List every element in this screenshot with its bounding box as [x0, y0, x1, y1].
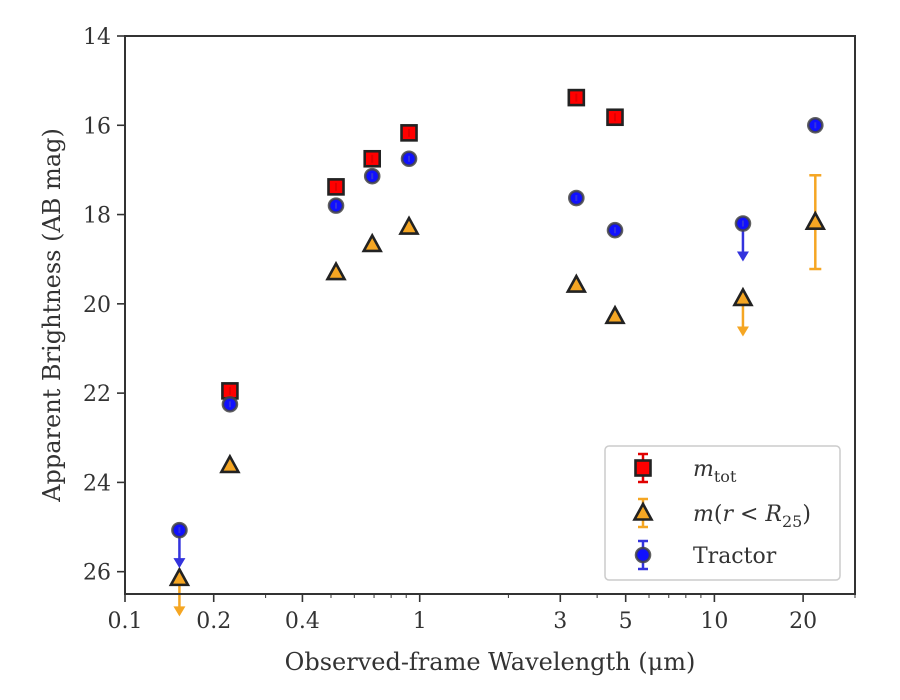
upper-limit-arrowhead [173, 558, 186, 569]
x-tick-label: 0.1 [108, 609, 143, 634]
data-point-triangle [219, 453, 241, 474]
x-axis-label: Observed-frame Wavelength (μm) [285, 648, 696, 676]
data-point-triangle [804, 210, 827, 230]
upper-limit-arrowhead [173, 606, 186, 617]
x-tick-label: 0.2 [196, 609, 231, 634]
legend-label-mtot: mtot [693, 457, 737, 486]
y-tick-label: 24 [83, 471, 111, 496]
legend-label-tractor: Tractor [693, 544, 777, 569]
legend-marker-square [634, 459, 652, 477]
x-tick-label: 5 [619, 609, 633, 634]
legend-marker-circle [634, 546, 652, 564]
data-point-triangle [732, 286, 754, 307]
data-point-triangle [565, 273, 588, 293]
axes: 0.1 0.2 0.4 1 3 5 10 20 14 16 18 20 22 24 26 [83, 25, 856, 634]
x-tick-label: 20 [789, 609, 817, 634]
x-tick-label: 3 [553, 609, 567, 634]
series-circle [171, 116, 824, 569]
upper-limit-arrowhead [736, 326, 749, 337]
data-point-triangle [168, 566, 191, 587]
series-square [221, 88, 624, 400]
y-tick-label: 20 [83, 293, 111, 318]
data-point-triangle [604, 304, 626, 325]
data-point-triangle [325, 260, 347, 281]
y-axis-label: Apparent Brightness (AB mag) [38, 128, 66, 503]
x-tick-label: 1 [413, 609, 427, 634]
legend-box [604, 445, 841, 581]
y-tick-label: 22 [83, 382, 111, 407]
y-tick-label: 16 [83, 114, 111, 139]
y-tick-label: 18 [83, 204, 111, 229]
series-triangle [168, 174, 827, 617]
x-tick-label: 0.4 [285, 609, 320, 634]
upper-limit-arrowhead [736, 251, 749, 262]
legend-marker-triangle [632, 501, 654, 521]
data-point-triangle [398, 215, 420, 235]
data-point-triangle [361, 232, 383, 253]
plot-frame [124, 35, 856, 595]
y-tick-label: 14 [83, 25, 111, 50]
x-tick-label: 10 [700, 609, 728, 634]
data-marks [168, 88, 827, 617]
y-tick-label: 26 [83, 561, 111, 586]
